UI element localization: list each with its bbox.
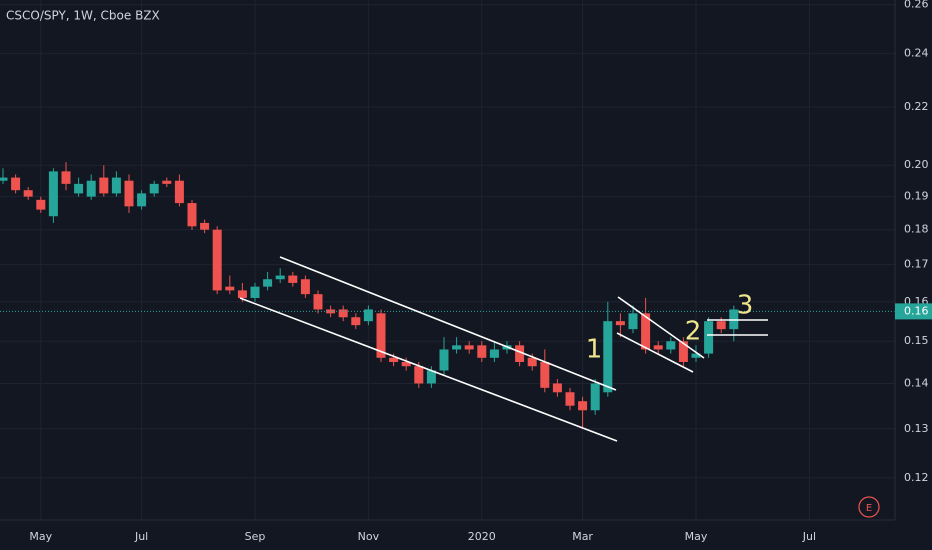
candle-body — [414, 366, 424, 384]
candle-body — [426, 370, 436, 384]
candle-body — [338, 309, 348, 318]
candle-body — [389, 357, 399, 362]
candle-body — [351, 317, 361, 326]
candle-body — [464, 345, 474, 350]
x-tick-label: 2020 — [468, 530, 496, 543]
y-tick-label: 0.18 — [904, 223, 929, 236]
last-price-tag — [895, 303, 932, 320]
candle-body — [641, 313, 651, 350]
y-tick-label: 0.15 — [904, 334, 929, 347]
y-tick-label: 0.22 — [904, 100, 929, 113]
candle-body — [439, 349, 449, 371]
candle-body — [666, 341, 676, 350]
candle-body — [124, 180, 134, 207]
candle-body — [174, 180, 184, 204]
candle-body — [212, 229, 222, 291]
candle-body — [86, 180, 96, 197]
trend-line — [616, 332, 694, 373]
candle-body — [590, 383, 600, 411]
candle-body — [250, 286, 260, 298]
y-tick-label: 0.13 — [904, 422, 929, 435]
y-tick-label: 0.19 — [904, 190, 929, 203]
annotation: 3 — [737, 291, 754, 321]
earnings-badge-label[interactable]: E — [866, 503, 872, 514]
candle-body — [653, 345, 663, 350]
candle-body — [187, 203, 197, 227]
candle-body — [263, 279, 273, 287]
candle-body — [401, 361, 411, 367]
candle-body — [225, 286, 235, 291]
candle-body — [149, 183, 159, 194]
candle-body — [716, 321, 726, 330]
candle-body — [162, 180, 172, 184]
trend-line — [279, 256, 617, 391]
symbol-title: CSCO/SPY, 1W, Cboe BZX — [6, 9, 160, 23]
candle-body — [23, 190, 33, 197]
last-price-label: 0.16 — [904, 304, 929, 317]
trend-line — [239, 297, 618, 442]
candle-body — [288, 275, 298, 283]
x-tick-label: Sep — [245, 530, 266, 543]
candle-body — [111, 177, 121, 194]
candle-body — [99, 177, 109, 194]
x-tick-label: May — [685, 530, 708, 543]
y-tick-label: 0.12 — [904, 471, 929, 484]
candle-body — [477, 345, 487, 358]
candle-body — [363, 309, 373, 322]
candle-body — [36, 199, 46, 210]
candle-body — [603, 321, 613, 393]
x-tick-label: Jul — [802, 530, 816, 543]
x-tick-label: Nov — [358, 530, 380, 543]
x-tick-label: Jul — [134, 530, 148, 543]
candle-body — [615, 321, 625, 326]
candle-body — [300, 279, 310, 295]
candle-body — [376, 313, 386, 358]
y-tick-label: 0.26 — [904, 0, 929, 11]
earnings-badge[interactable] — [858, 496, 880, 518]
annotation: 1 — [586, 335, 603, 365]
trend-line — [617, 296, 705, 359]
candle-body — [200, 222, 210, 230]
candle-body — [527, 357, 537, 367]
candle-body — [61, 171, 71, 184]
candle-body — [74, 183, 84, 194]
candle-body — [0, 177, 8, 181]
x-tick-label: Mar — [572, 530, 593, 543]
axes: 0.12 0.13 0.14 0.15 0.16 0.17 0.18 0.19 0.20 0.22… — [29, 0, 932, 543]
candle-body — [515, 345, 525, 362]
annotation: 2 — [685, 317, 702, 347]
candle-body — [275, 275, 285, 280]
candle-body — [704, 321, 714, 354]
candle-body — [691, 353, 701, 358]
candle-body — [237, 290, 247, 298]
candle-body — [489, 349, 499, 358]
y-tick-label: 0.24 — [904, 47, 929, 60]
candle-body — [628, 313, 638, 330]
candle-body — [578, 401, 588, 411]
candle-body — [678, 341, 688, 362]
x-tick-label: May — [29, 530, 52, 543]
candle-body — [552, 383, 562, 393]
y-tick-label: 0.14 — [904, 376, 929, 389]
drawings: 1 2 3 — [239, 256, 768, 442]
grid — [0, 0, 895, 520]
candle-body — [48, 171, 58, 217]
y-tick-label: 0.20 — [904, 158, 929, 171]
candle-body — [565, 392, 575, 406]
candle-body — [313, 294, 323, 310]
candle-body — [137, 193, 147, 207]
y-tick-label: 0.17 — [904, 258, 929, 271]
candle-body — [452, 345, 462, 350]
candle-body — [11, 177, 21, 191]
candle-body — [540, 361, 550, 388]
